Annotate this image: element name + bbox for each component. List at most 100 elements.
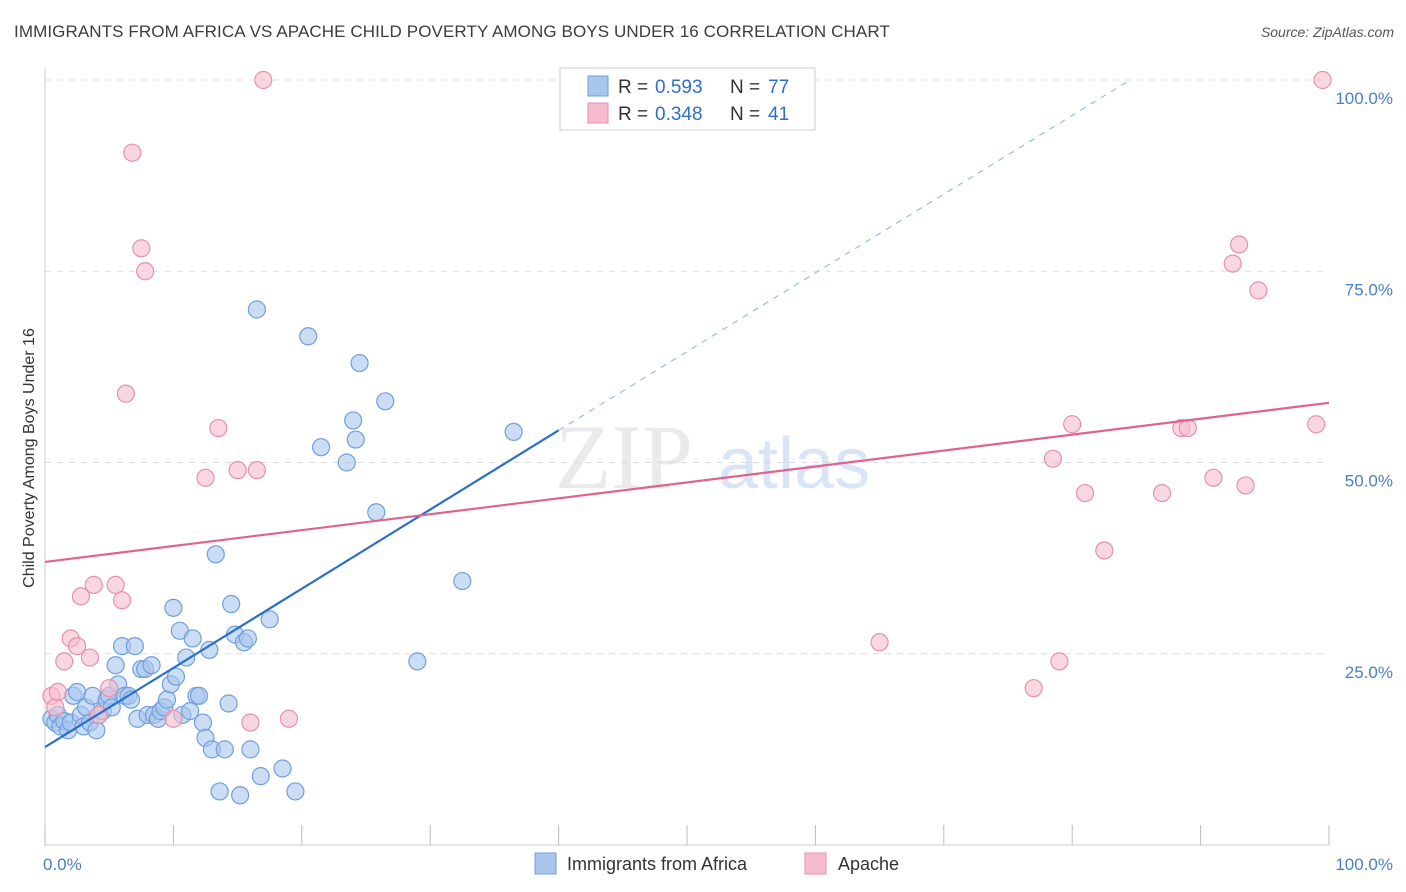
point-apache-12 [112,591,132,610]
point-apache-18 [196,468,215,487]
trend-line-africa [44,429,560,749]
watermark-zip: ZIP [555,406,693,508]
point-apache-38 [1236,476,1255,495]
point-africa-53 [215,740,234,759]
x-tick-label-end: 100.0% [1335,855,1393,874]
point-apache-3 [55,652,74,671]
point-apache-17 [164,709,183,728]
legend-n-apache: 41 [768,104,789,125]
point-apache-27 [1043,449,1063,468]
point-africa-71 [350,353,369,373]
point-apache-14 [123,143,142,162]
legend-n-label-africa: N = [730,77,760,98]
legend-r-apache: 0.348 [655,104,703,125]
x-tick-labels: 0.0% 100.0% [43,855,1393,874]
point-apache-15 [132,239,151,258]
point-apache-26 [1024,679,1043,698]
bottom-legend: Immigrants from Africa Apache [534,852,899,875]
point-apache-22 [247,461,266,480]
point-apache-31 [1095,541,1114,560]
point-africa-66 [299,327,318,346]
source-credit: Source: ZipAtlas.com [1260,24,1394,40]
point-africa-65 [286,782,305,801]
y-tick-label-25: 25.0% [1345,663,1393,682]
point-africa-20 [106,656,125,675]
point-africa-68 [337,453,356,472]
data-points [42,70,1332,805]
point-apache-21 [241,713,260,732]
y-tick-label-50: 50.0% [1345,472,1393,491]
point-apache-24 [279,709,299,728]
legend: R = 0.593 N = 77 R = 0.348 N = 41 [559,67,816,131]
bottom-legend-swatch-apache [804,852,827,875]
point-apache-13 [116,384,135,403]
point-apache-2 [48,682,67,702]
x-tick-label-start: 0.0% [43,855,82,874]
point-africa-62 [251,767,270,786]
y-tick-label-75: 75.0% [1345,280,1393,299]
point-africa-8 [67,682,87,702]
watermark-atlas: atlas [718,424,870,504]
point-africa-76 [504,422,523,441]
legend-n-label-apache: N = [730,104,760,125]
point-africa-59 [238,629,257,648]
bottom-legend-label-apache: Apache [838,854,899,874]
point-apache-28 [1050,652,1069,671]
point-africa-61 [247,300,266,319]
point-apache-39 [1249,281,1268,300]
point-africa-60 [241,740,260,759]
point-africa-64 [273,759,292,778]
legend-n-africa: 77 [768,77,789,98]
point-africa-74 [408,652,427,671]
point-africa-52 [210,782,229,801]
point-apache-1 [46,698,65,717]
y-axis-label: Child Poverty Among Boys Under 16 [21,328,38,588]
point-africa-36 [157,690,177,709]
point-apache-29 [1063,415,1082,434]
legend-r-label-apache: R = [618,104,648,125]
point-africa-55 [222,594,241,614]
grid-lines [45,79,1329,655]
point-africa-26 [125,636,144,656]
point-africa-51 [206,545,225,564]
point-apache-8 [84,575,103,595]
point-apache-19 [209,418,228,438]
point-apache-41 [1307,415,1326,434]
bottom-legend-swatch-africa [534,852,557,875]
point-apache-11 [106,575,125,595]
point-africa-46 [189,686,209,705]
point-africa-14 [87,721,106,740]
point-apache-37 [1230,235,1249,254]
point-africa-43 [180,702,200,721]
point-africa-54 [219,694,238,713]
point-africa-70 [346,430,365,449]
point-africa-63 [260,610,279,629]
trend-lines [44,79,1330,749]
point-apache-32 [1152,484,1172,503]
point-apache-10 [100,679,119,698]
watermark: ZIP atlas [555,406,870,508]
point-apache-40 [1313,70,1332,90]
legend-r-label-africa: R = [618,77,648,98]
point-africa-75 [453,571,472,591]
point-africa-47 [193,713,213,732]
bottom-legend-label-africa: Immigrants from Africa [567,854,748,874]
point-apache-16 [136,262,155,281]
legend-r-africa: 0.593 [655,77,703,98]
trend-line-africa-extension [558,79,1131,431]
point-apache-23 [254,70,273,90]
point-africa-44 [183,629,202,648]
point-apache-20 [228,461,247,480]
point-africa-31 [142,656,161,675]
point-apache-35 [1204,468,1223,487]
point-apache-30 [1075,484,1095,503]
legend-swatch-africa [587,75,609,97]
point-africa-39 [166,667,186,686]
y-tick-label-100: 100.0% [1335,89,1393,108]
point-apache-7 [80,648,100,667]
point-africa-67 [311,438,331,457]
point-apache-36 [1223,254,1242,273]
y-tick-labels: 25.0% 50.0% 75.0% 100.0% [1335,89,1393,682]
point-apache-25 [870,633,889,652]
